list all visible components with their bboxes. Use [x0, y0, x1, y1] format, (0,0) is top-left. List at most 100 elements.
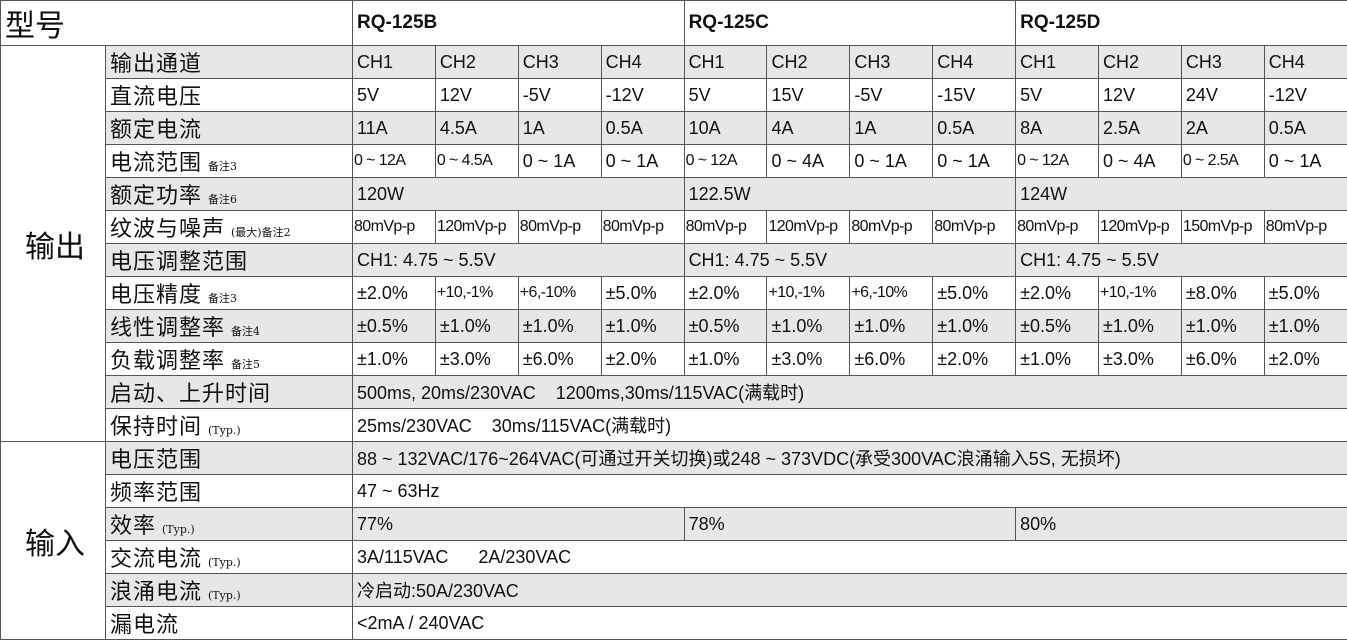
- value-cell: ±1.0%: [1181, 310, 1264, 343]
- row-label: 电压调整范围: [106, 244, 353, 277]
- value-cell: ±3.0%: [1099, 343, 1182, 376]
- label-note: 备注3: [208, 292, 237, 305]
- row-label: 输出通道: [106, 46, 353, 79]
- value-cell: 3A/115VAC 2A/230VAC: [353, 541, 1347, 574]
- value-cell: ±2.0%: [601, 343, 684, 376]
- value-cell: 120W: [353, 178, 685, 211]
- row-label: 额定电流: [106, 112, 353, 145]
- value-cell: ±1.0%: [1016, 343, 1099, 376]
- spec-row: 保持时间(Typ.)25ms/230VAC 30ms/115VAC(满载时): [1, 409, 1347, 442]
- value-cell: CH1: [684, 46, 767, 79]
- value-cell: ±3.0%: [767, 343, 850, 376]
- value-cell: 10A: [684, 112, 767, 145]
- value-cell: ±1.0%: [850, 310, 933, 343]
- value-cell: 0 ~ 1A: [1264, 145, 1347, 178]
- value-cell: ±2.0%: [933, 343, 1016, 376]
- value-cell: ±5.0%: [1264, 277, 1347, 310]
- value-cell: ±6.0%: [1181, 343, 1264, 376]
- value-cell: CH1: [353, 46, 436, 79]
- value-cell: ±6.0%: [850, 343, 933, 376]
- value-cell: 0 ~ 4A: [767, 145, 850, 178]
- value-cell: -5V: [518, 79, 601, 112]
- value-cell: 4A: [767, 112, 850, 145]
- spec-row: 漏电流<2mA / 240VAC: [1, 607, 1347, 640]
- value-cell: 77%: [353, 508, 685, 541]
- value-cell: CH3: [850, 46, 933, 79]
- model-name: RQ-125B: [353, 1, 685, 46]
- section-name: 输出: [1, 46, 106, 442]
- value-cell: 2A: [1181, 112, 1264, 145]
- value-cell: 150mVp-p: [1181, 211, 1264, 244]
- value-cell: 47 ~ 63Hz: [353, 475, 1347, 508]
- value-cell: CH1: 4.75 ~ 5.5V: [1016, 244, 1347, 277]
- label-text: 输出通道: [110, 52, 202, 77]
- value-cell: ±6.0%: [518, 343, 601, 376]
- value-cell: 80mVp-p: [1264, 211, 1347, 244]
- row-label: 负载调整率备注5: [106, 343, 353, 376]
- label-text: 额定电流: [110, 118, 202, 143]
- value-cell: ±1.0%: [684, 343, 767, 376]
- spec-row: 交流电流(Typ.)3A/115VAC 2A/230VAC: [1, 541, 1347, 574]
- label-text: 浪涌电流: [110, 580, 202, 605]
- value-cell: 0 ~ 4A: [1099, 145, 1182, 178]
- value-cell: CH2: [1099, 46, 1182, 79]
- value-cell: CH4: [601, 46, 684, 79]
- label-note: (Typ.): [162, 523, 195, 536]
- value-cell: 0 ~ 12A: [1016, 145, 1099, 178]
- label-text: 频率范围: [110, 481, 202, 506]
- label-note: (Typ.): [208, 589, 241, 602]
- value-cell: -12V: [1264, 79, 1347, 112]
- value-cell: ±1.0%: [767, 310, 850, 343]
- row-label: 电流范围备注3: [106, 145, 353, 178]
- row-label: 浪涌电流 (Typ.): [106, 574, 353, 607]
- label-text: 负载调整率: [110, 349, 225, 374]
- value-cell: CH4: [933, 46, 1016, 79]
- value-cell: 15V: [767, 79, 850, 112]
- spec-row: 频率范围 47 ~ 63Hz: [1, 475, 1347, 508]
- value-cell: ±5.0%: [601, 277, 684, 310]
- value-cell: 0 ~ 2.5A: [1181, 145, 1264, 178]
- value-cell: CH4: [1264, 46, 1347, 79]
- value-cell: 冷启动:50A/230VAC: [353, 574, 1347, 607]
- value-cell: 2.5A: [1099, 112, 1182, 145]
- label-note: 备注4: [231, 325, 260, 338]
- row-label: 漏电流: [106, 607, 353, 640]
- value-cell: 0 ~ 1A: [850, 145, 933, 178]
- value-cell: 5V: [684, 79, 767, 112]
- value-cell: 122.5W: [684, 178, 1016, 211]
- value-cell: -12V: [601, 79, 684, 112]
- row-label: 电压精度备注3: [106, 277, 353, 310]
- value-cell: ±8.0%: [1181, 277, 1264, 310]
- value-cell: 80mVp-p: [850, 211, 933, 244]
- label-note: (Typ.): [208, 556, 241, 569]
- section-name: 输入: [1, 442, 106, 640]
- value-cell: 88 ~ 132VAC/176~264VAC(可通过开关切换)或248 ~ 37…: [353, 442, 1347, 475]
- label-text: 线性调整率: [110, 316, 225, 341]
- value-cell: 12V: [1099, 79, 1182, 112]
- label-text: 效率: [110, 514, 156, 539]
- value-cell: 12V: [435, 79, 518, 112]
- value-cell: +10,-1%: [767, 277, 850, 310]
- label-text: 电压调整范围: [110, 250, 248, 275]
- label-note: 备注6: [208, 193, 237, 206]
- row-label: 纹波与噪声(最大)备注2: [106, 211, 353, 244]
- row-label: 启动、上升时间: [106, 376, 353, 409]
- spec-row: 负载调整率备注5±1.0%±3.0%±6.0%±2.0%±1.0%±3.0%±6…: [1, 343, 1347, 376]
- label-note: 备注5: [231, 358, 260, 371]
- row-label: 频率范围: [106, 475, 353, 508]
- label-text: 电压精度: [110, 283, 202, 308]
- value-cell: ±2.0%: [684, 277, 767, 310]
- value-cell: 80mVp-p: [518, 211, 601, 244]
- label-text: 保持时间: [110, 415, 202, 440]
- label-text: 纹波与噪声: [110, 217, 225, 242]
- value-cell: ±1.0%: [1264, 310, 1347, 343]
- value-cell: ±1.0%: [601, 310, 684, 343]
- row-label: 额定功率备注6: [106, 178, 353, 211]
- spec-row: 浪涌电流 (Typ.) 冷启动:50A/230VAC: [1, 574, 1347, 607]
- value-cell: 120mVp-p: [767, 211, 850, 244]
